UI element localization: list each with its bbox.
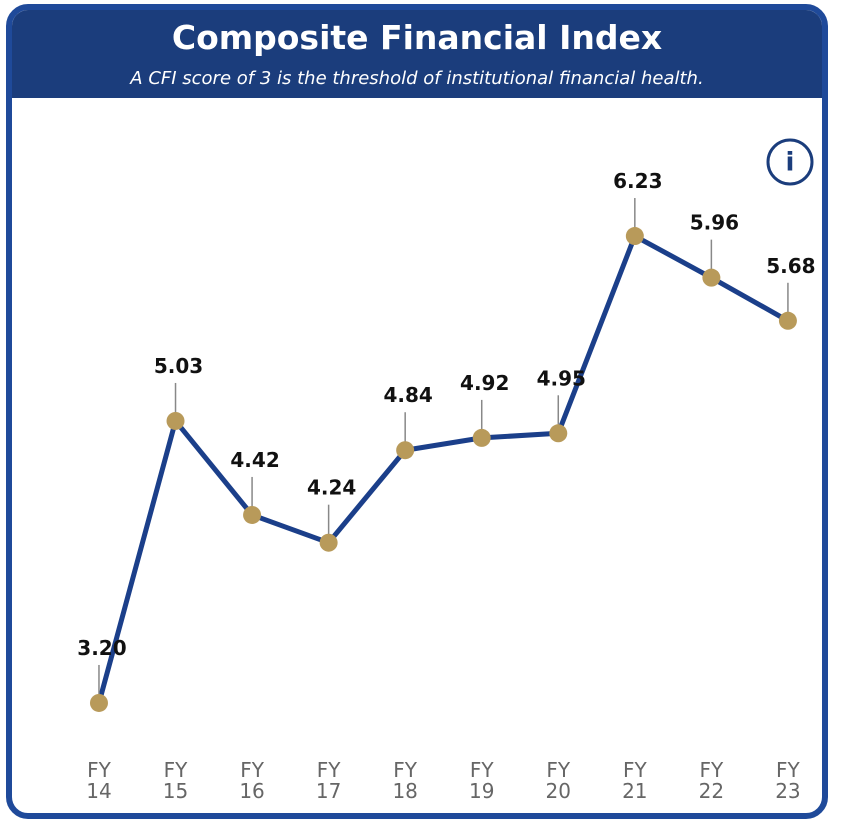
- card: Composite Financial Index A CFI score of…: [6, 4, 828, 819]
- point: [702, 268, 721, 287]
- info-icon[interactable]: [766, 138, 814, 186]
- point: [319, 533, 338, 552]
- point: [778, 311, 797, 330]
- x-tick-label: FY 21: [622, 758, 648, 803]
- point: [166, 411, 185, 430]
- point: [472, 428, 491, 447]
- x-tick-label: FY 16: [239, 758, 265, 803]
- value-label: 4.24: [307, 476, 356, 500]
- value-label: 4.42: [230, 448, 279, 472]
- point: [89, 693, 108, 712]
- line: [96, 233, 790, 704]
- point: [243, 505, 262, 524]
- x-tick-label: FY 14: [86, 758, 112, 803]
- point: [549, 424, 568, 443]
- x-tick-label: FY 23: [775, 758, 801, 803]
- value-label: 3.20: [77, 636, 126, 660]
- info-icon-label[interactable]: i: [786, 148, 795, 178]
- point: [625, 227, 644, 246]
- x-tick-label: FY 18: [392, 758, 418, 803]
- value-label: 6.23: [613, 169, 662, 193]
- x-tick-label: FY 20: [545, 758, 571, 803]
- value-label: 4.92: [460, 371, 509, 395]
- chart-subtitle: A CFI score of 3 is the threshold of ins…: [130, 68, 704, 89]
- value-label: 5.96: [690, 211, 739, 235]
- point: [396, 441, 415, 460]
- value-label: 4.95: [537, 366, 586, 390]
- x-tick-label: FY 15: [162, 758, 189, 803]
- value-label: 5.68: [766, 254, 815, 278]
- chart-title: Composite Financial Index: [171, 18, 663, 57]
- value-label: 4.84: [383, 383, 432, 407]
- header: Composite Financial Index A CFI score of…: [12, 10, 822, 98]
- value-label: 5.03: [154, 354, 203, 378]
- x-tick-label: FY 22: [698, 758, 725, 803]
- x-tick-label: FY 19: [468, 758, 495, 803]
- x-tick-label: FY 17: [315, 758, 342, 803]
